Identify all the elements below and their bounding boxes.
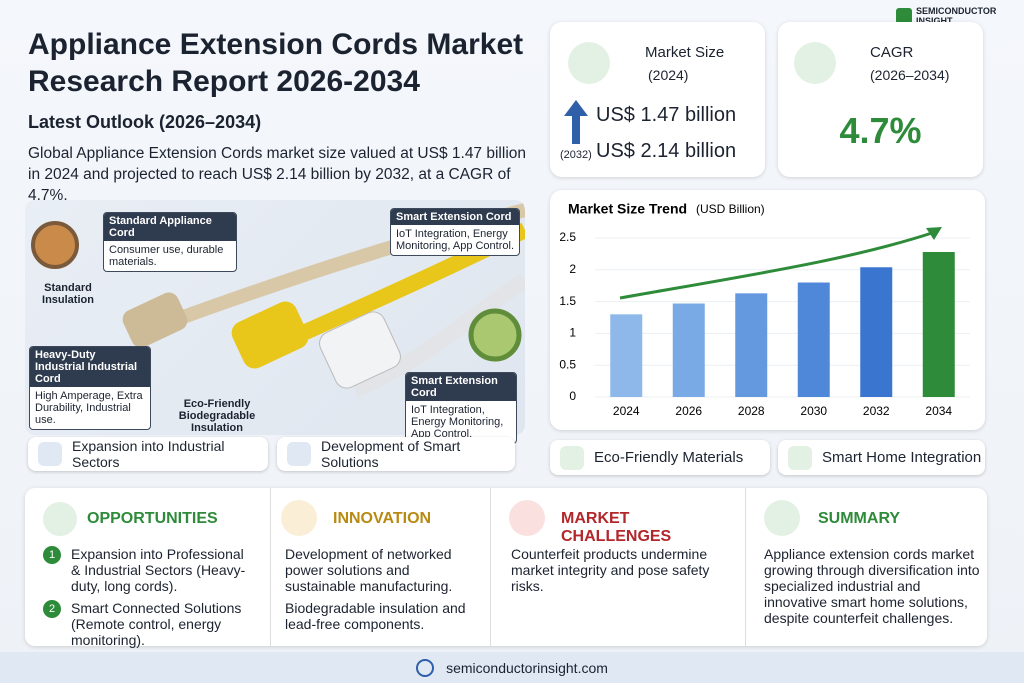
section-title: INNOVATION	[333, 510, 432, 527]
brand-logo: SEMICONDUCTOR INSIGHT	[896, 6, 1016, 26]
chart-title: Market Size Trend	[568, 201, 687, 217]
year-2032: (2032)	[560, 149, 592, 161]
footer: semiconductorinsight.com	[0, 652, 1024, 683]
callout-title: Standard Appliance Cord	[104, 213, 236, 241]
tag-text: Expansion into Industrial Sectors	[72, 438, 225, 470]
title-line: Appliance Extension Cords Market	[28, 28, 524, 61]
bar	[797, 282, 830, 397]
tag-text: Smart Home Integration	[822, 449, 982, 466]
y-tick-label: 0.5	[559, 357, 576, 371]
section-body: Counterfeit products undermine market in…	[511, 546, 726, 594]
x-tick-label: 2026	[675, 404, 702, 418]
item-number: 2	[43, 600, 61, 618]
cagr-card: CAGR (2026–2034) 4.7%	[778, 22, 983, 177]
label: CAGR	[870, 44, 914, 61]
trend-arrow	[619, 230, 936, 300]
section-title: OPPORTUNITIES	[87, 510, 218, 527]
callout-text: Consumer use, durable materials.	[109, 244, 224, 268]
title-line: Research Report 2026-2034	[28, 65, 420, 98]
value-2024: US$ 1.47 billion	[596, 104, 737, 126]
y-tick-label: 1	[569, 326, 576, 340]
item-text: Biodegradable insulation and lead-free c…	[285, 600, 466, 632]
bar	[922, 251, 955, 397]
callout: Standard Appliance Cord Consumer use, dur…	[103, 212, 237, 272]
x-tick-label: 2034	[925, 404, 952, 418]
section-body: Appliance extension cords market growing…	[764, 546, 984, 626]
value-2032: US$ 2.14 billion	[596, 140, 737, 162]
callout: Smart Extension Cord IoT Integration, Ene…	[405, 372, 517, 444]
y-tick-label: 2.5	[559, 230, 576, 244]
item-text: Development of networked power solutions…	[285, 546, 453, 594]
y-tick-label: 0	[569, 389, 576, 403]
bar	[610, 314, 643, 397]
tag: Smart Home Integration	[778, 440, 985, 475]
section: MARKET CHALLENGES Counterfeit products u…	[490, 488, 741, 646]
tag-text: Eco-Friendly Materials	[594, 449, 744, 466]
section-body: Development of networked power solutions…	[285, 546, 480, 632]
x-tick-label: 2028	[738, 404, 765, 418]
brand: SEMICONDUCTOR INSIGHT	[916, 6, 997, 26]
item-text: Smart Connected Solutions (Remote contro…	[71, 600, 242, 648]
x-tick-label: 2030	[800, 404, 827, 418]
section: INNOVATION Development of networked powe…	[270, 488, 486, 646]
chart-subtitle: (USD Billion)	[696, 202, 765, 216]
tag: Development of Smart Solutions	[277, 437, 515, 471]
section-title: SUMMARY	[818, 510, 901, 527]
callout-text: IoT Integration, Energy Monitoring, App …	[396, 228, 515, 252]
tag: Eco-Friendly Materials	[550, 440, 770, 475]
arrow-head	[926, 227, 942, 240]
tag: Expansion into Industrial Sectors	[28, 437, 268, 471]
illustration: Standard Appliance Cord Consumer use, dur…	[25, 200, 530, 444]
chart: Market Size Trend (USD Billion) 0 0.5 1 1.5…	[559, 201, 970, 418]
period: (2026–2034)	[870, 67, 950, 83]
callout-title: Heavy-Duty Industrial Industrial Cord	[30, 347, 150, 387]
bar	[672, 303, 705, 397]
callout: Smart Extension Cord IoT Integration, Ene…	[390, 208, 520, 256]
label: Standard Insulation	[42, 282, 94, 306]
market-size-card: Market Size (2024) US$ 1.47 billion (203…	[550, 22, 765, 177]
section-body: 1 Expansion into Professional & Industria…	[43, 546, 253, 648]
footer-url: semiconductorinsight.com	[446, 659, 608, 676]
bottom-panel: OPPORTUNITIES 1 Expansion into Profession…	[25, 488, 988, 648]
section-title: MARKET CHALLENGES	[561, 510, 672, 545]
callout: Heavy-Duty Industrial Industrial Cord Hig…	[29, 346, 151, 430]
cagr-value: 4.7%	[839, 110, 922, 151]
callout-title: Smart Extension Cord	[406, 373, 516, 401]
tag-text: Development of Smart Solutions	[321, 438, 461, 470]
icon	[568, 42, 610, 84]
period: (2024)	[648, 67, 689, 83]
x-tick-label: 2024	[613, 404, 640, 418]
section: OPPORTUNITIES 1 Expansion into Profession…	[25, 488, 265, 648]
subtitle: Latest Outlook (2026–2034)	[28, 112, 262, 132]
bar	[860, 267, 893, 397]
section: SUMMARY Appliance extension cords market…	[745, 488, 988, 646]
y-tick-label: 1.5	[559, 294, 576, 308]
label: Market Size	[645, 44, 725, 61]
item-text: Expansion into Professional & Industrial…	[71, 546, 246, 594]
up-arrow	[564, 100, 588, 144]
x-tick-label: 2032	[863, 404, 890, 418]
title: Appliance Extension Cords Market Researc…	[28, 26, 523, 100]
callout-text: IoT Integration, Energy Monitoring, App …	[411, 404, 504, 440]
item-text: Appliance extension cords market growing…	[764, 546, 980, 626]
item-number: 1	[43, 546, 61, 564]
bar	[735, 293, 768, 397]
callout-text: High Amperage, Extra Durability, Industr…	[35, 390, 143, 426]
icon	[794, 42, 836, 84]
intro: Global Appliance Extension Cords market …	[28, 145, 526, 204]
chart-card: Market Size Trend (USD Billion) 0 0.5 1 1.5…	[550, 190, 985, 430]
callout-title: Smart Extension Cord	[391, 209, 519, 225]
label: Eco-Friendly Biodegradable Insulation	[178, 398, 256, 434]
item-text: Counterfeit products undermine market in…	[511, 546, 710, 594]
y-tick-label: 2	[569, 262, 576, 276]
